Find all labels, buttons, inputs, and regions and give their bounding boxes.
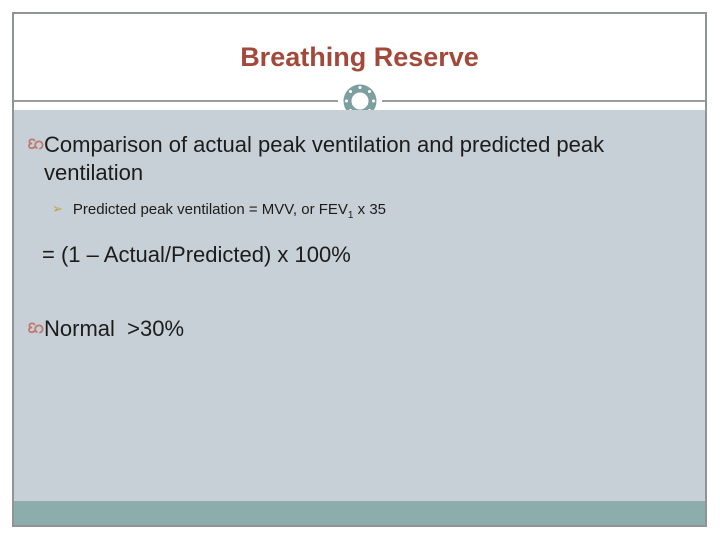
- ribbon-loop-bullet-icon: [28, 322, 44, 334]
- bullet-line-2: ventilation: [44, 160, 144, 185]
- slide-body-area: Comparison of actual peak ventilation an…: [14, 110, 705, 501]
- footer-band: [14, 501, 705, 525]
- bullet-item-normal: Normal >30%: [26, 315, 691, 343]
- sub-bullet-predicted: ➢ Predicted peak ventilation = MVV, or F…: [52, 200, 691, 221]
- breathing-reserve-formula: = (1 – Actual/Predicted) x 100%: [42, 242, 351, 267]
- arrowhead-bullet-icon: ➢: [52, 201, 63, 216]
- ribbon-loop-bullet-icon: [28, 138, 44, 150]
- bullet-item-comparison: Comparison of actual peak ventilation an…: [26, 131, 691, 187]
- slide-title: Breathing Reserve: [240, 41, 479, 72]
- slide-frame: Breathing Reserve Comparison of: [12, 12, 707, 527]
- bullet-text: Comparison of actual peak ventilation an…: [44, 131, 604, 187]
- sub-bullet-text: Predicted peak ventilation = MVV, or FEV…: [72, 201, 387, 221]
- fev1-subscript: 1: [347, 210, 354, 221]
- bullet-text-normal: Normal >30%: [44, 316, 185, 341]
- bullet-line-1: Comparison of actual peak ventilation an…: [44, 132, 605, 157]
